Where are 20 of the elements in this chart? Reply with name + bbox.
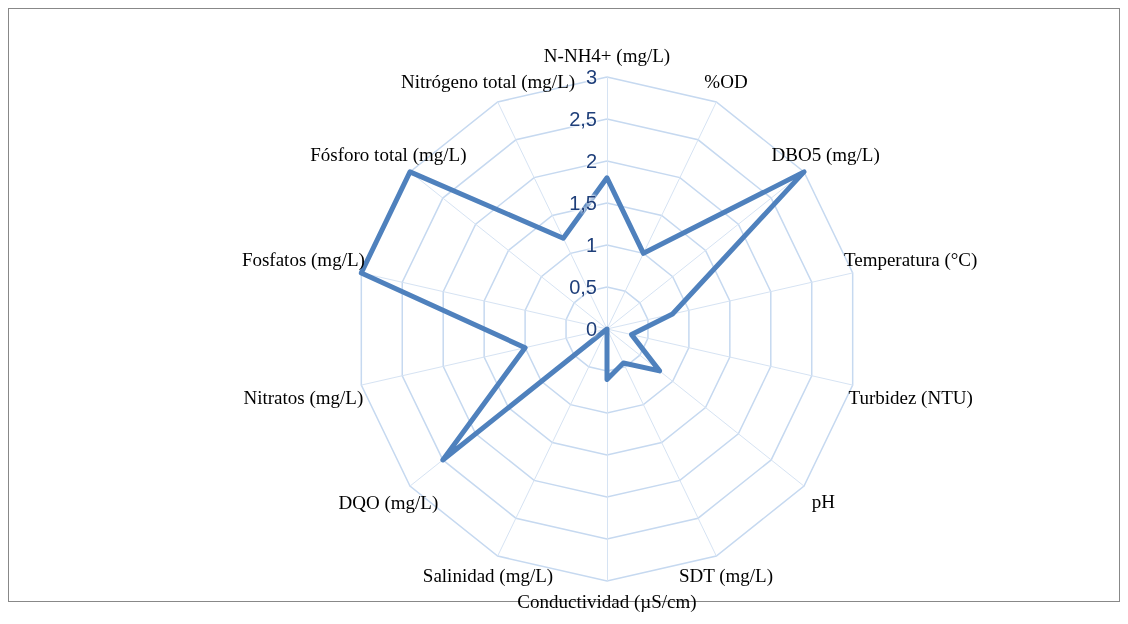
y-tick-label: 2 — [585, 149, 597, 173]
spoke-label: Turbidez (NTU) — [848, 387, 973, 410]
spoke-label: Temperatura (°C) — [843, 248, 978, 271]
spoke-label: DBO5 (mg/L) — [771, 143, 880, 166]
spoke-label: Conductividad (µS/cm) — [517, 591, 697, 613]
y-tick-label: 2,5 — [569, 107, 597, 131]
spoke-label: DQO (mg/L) — [338, 492, 439, 515]
spoke-label: pH — [811, 490, 836, 513]
spoke-label: N-NH4+ (mg/L) — [543, 45, 671, 67]
spoke-label: Fosfatos (mg/L) — [241, 248, 365, 271]
y-tick-label: 1 — [585, 233, 597, 257]
spoke-label: SDT (mg/L) — [678, 565, 774, 588]
spoke-label: Salinidad (mg/L) — [422, 565, 554, 588]
spoke-label: Nitrógeno total (mg/L) — [400, 70, 576, 93]
spoke-label: %OD — [704, 70, 748, 93]
y-tick-label: 0,5 — [569, 275, 597, 299]
spoke-label: Nitratos (mg/L) — [243, 387, 364, 410]
y-tick-label: 0 — [585, 317, 597, 341]
spoke-label: Fósforo total (mg/L) — [310, 143, 467, 166]
y-tick-label: 3 — [585, 65, 597, 89]
